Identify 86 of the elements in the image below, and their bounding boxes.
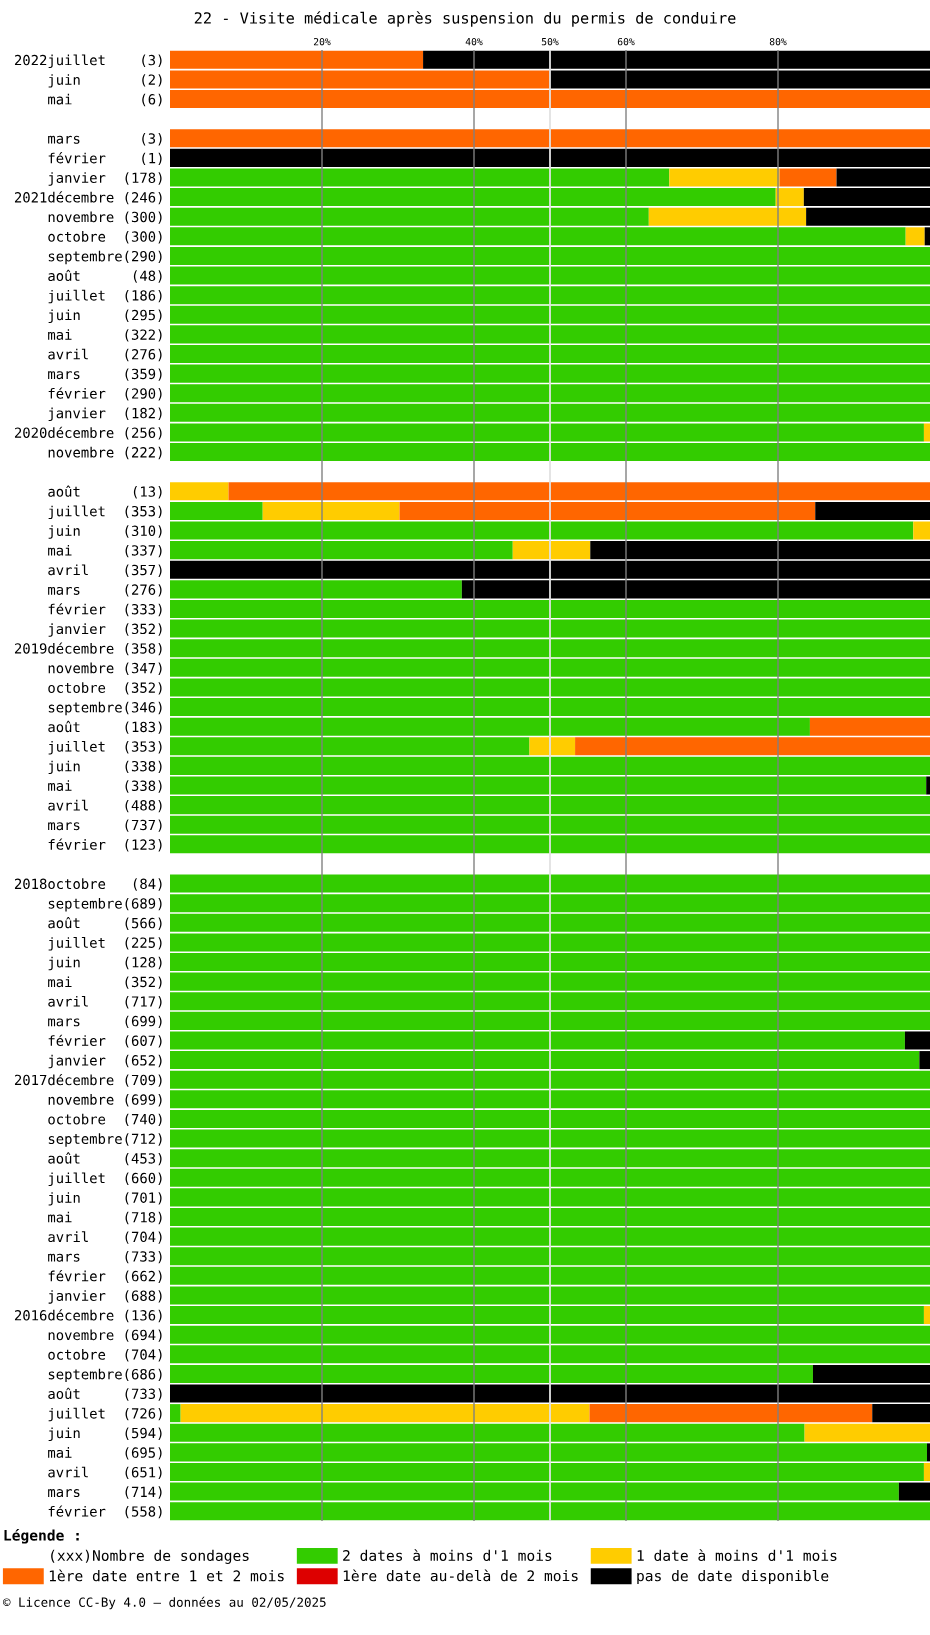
y-tick-label: février (662) (48, 1270, 162, 1283)
legend-label: pas de date disponible (637, 1569, 829, 1585)
y-tick-label: août (48) (48, 269, 162, 283)
x-tick-label: 40% (465, 37, 483, 46)
y-tick-label: janvier (352) (48, 623, 162, 637)
y-tick-label: juillet (225) (48, 937, 162, 951)
y-tick-label: février (607) (48, 1034, 162, 1048)
y-tick-label: février (333) (48, 603, 162, 617)
legend-label: 2 dates à moins d'1 mois (343, 1549, 552, 1562)
y-tick-label: mai (695) (48, 1447, 162, 1460)
y-tick-label: juin (701) (48, 1192, 162, 1206)
y-tick-label: mars (733) (48, 1251, 162, 1264)
y-tick-label: novembre (222) (48, 446, 162, 460)
y-tick-label: juin (295) (48, 309, 162, 323)
y-tick-label: juillet (353) (48, 740, 162, 755)
y-tick-label: août (183) (48, 720, 162, 734)
y-tick-label: janvier (652) (48, 1054, 162, 1069)
y-tick-label: 2018octobre (84) (14, 878, 162, 891)
y-tick-label: juin (128) (48, 956, 162, 971)
y-tick-label: novembre (300) (48, 211, 162, 224)
y-tick-label: mai (322) (48, 329, 162, 342)
y-tick-label: avril (276) (48, 348, 162, 362)
y-tick-label: 2022juillet (3) (14, 54, 162, 69)
y-tick-label: avril (717) (48, 995, 162, 1009)
y-tick-label: avril (704) (48, 1231, 162, 1244)
y-tick-label: mars (737) (48, 819, 162, 832)
y-tick-label: juillet (660) (48, 1172, 162, 1186)
y-tick-label: avril (651) (48, 1466, 162, 1480)
y-tick-label: novembre (694) (48, 1329, 162, 1342)
y-tick-label: juin (338) (48, 760, 162, 775)
y-tick-label: avril (488) (48, 799, 162, 813)
y-tick-label: mars (276) (48, 584, 162, 597)
y-tick-label: février (558) (48, 1505, 162, 1519)
y-tick-label: mars (714) (48, 1486, 162, 1499)
y-tick-label: janvier (182) (48, 407, 162, 422)
y-tick-label: avril (357) (48, 564, 162, 577)
y-tick-label: juillet (353) (48, 505, 162, 520)
y-tick-label: septembre(290) (48, 250, 162, 265)
y-tick-label: septembre(346) (48, 701, 162, 716)
text: © Licence CC-By 4.0 — données au 02/05/2025 (3, 1596, 326, 1610)
y-tick-label: août (13) (48, 485, 162, 499)
y-tick-label: 2016décembre (136) (14, 1309, 162, 1323)
y-tick-label: octobre (740) (48, 1113, 162, 1127)
y-tick-label: juillet (186) (48, 289, 162, 304)
y-tick-label: février (123) (48, 838, 162, 852)
y-tick-label: octobre (704) (48, 1349, 162, 1362)
y-tick-label: juin (594) (48, 1427, 162, 1441)
y-tick-label: janvier (688) (48, 1290, 162, 1304)
y-tick-label: juin (310) (48, 525, 162, 539)
y-tick-label: septembre(686) (48, 1368, 162, 1383)
y-tick-label: mai (338) (48, 780, 162, 793)
y-tick-label: mai (6) (48, 93, 162, 107)
legend-label: 1ère date entre 1 et 2 mois (49, 1569, 284, 1582)
x-tick-label: 20% (313, 37, 331, 46)
y-tick-label: août (733) (48, 1387, 162, 1401)
y-tick-label: mars (3) (48, 133, 162, 146)
y-tick-label: février (1) (48, 152, 162, 166)
y-tick-label: 2017décembre (709) (14, 1073, 162, 1087)
text: (xxx)Nombre de sondages (51, 1549, 249, 1564)
y-tick-label: juin (2) (48, 74, 162, 88)
y-tick-label: septembre(689) (48, 897, 162, 912)
y-tick-label: septembre(712) (48, 1133, 162, 1147)
y-tick-label: mai (352) (48, 976, 162, 989)
y-tick-label: mai (718) (48, 1211, 162, 1225)
legend-label: 1 date à moins d'1 mois (637, 1549, 837, 1562)
y-tick-label: février (290) (48, 387, 162, 401)
legend-title: Légende : (4, 1528, 79, 1544)
y-tick-label: août (566) (48, 917, 162, 930)
y-tick-label: novembre (699) (48, 1094, 162, 1107)
y-tick-label: 2019décembre (358) (14, 642, 162, 656)
y-tick-label: 2020décembre (256) (14, 426, 162, 440)
x-tick-label: 50% (541, 37, 559, 46)
y-tick-label: août (453) (48, 1152, 162, 1166)
y-tick-label: 2021décembre (246) (14, 191, 162, 205)
y-tick-label: novembre (347) (48, 662, 162, 675)
y-tick-label: mai (337) (48, 544, 162, 558)
x-tick-label: 60% (617, 37, 635, 46)
y-tick-label: juillet (726) (48, 1407, 162, 1422)
chart-title: 22 - Visite médicale après suspension du permis de conduire (194, 11, 736, 27)
y-tick-label: octobre (300) (48, 231, 162, 244)
legend-label: 1ère date au-delà de 2 mois (343, 1569, 578, 1582)
y-tick-label: mars (699) (48, 1015, 162, 1029)
y-tick-label: octobre (352) (48, 682, 162, 695)
y-tick-label: mars (359) (48, 368, 162, 381)
y-tick-label: janvier (178) (48, 172, 162, 186)
x-tick-label: 80% (769, 37, 787, 46)
